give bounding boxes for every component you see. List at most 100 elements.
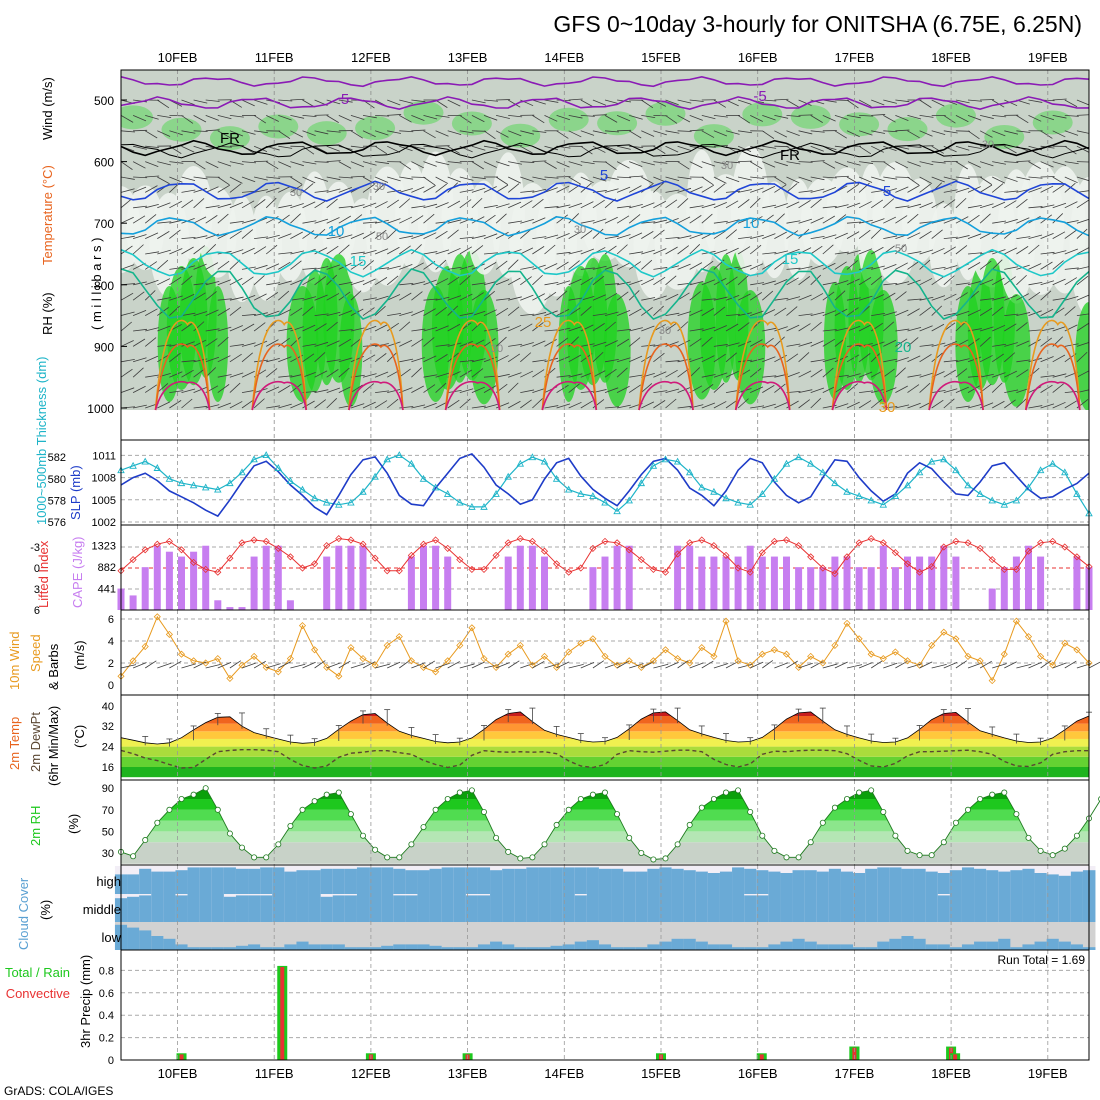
upper-wind-barb — [399, 235, 414, 239]
thickness-point — [746, 500, 754, 508]
thickness-point — [613, 507, 621, 515]
upper-wind-barb — [895, 281, 910, 286]
rh2m-point — [965, 806, 972, 813]
cloud-middle-cell — [683, 894, 697, 922]
upper-wind-barb — [653, 219, 668, 224]
rh-color-band — [121, 799, 1089, 810]
upper-wind-barb — [229, 401, 243, 409]
upper-wind-barb — [907, 145, 922, 148]
upper-wind-barb — [592, 294, 606, 301]
upper-wind-barb — [375, 343, 389, 347]
rh2m-tick-label: 50 — [102, 826, 114, 838]
upper-wind-barb — [217, 326, 232, 332]
upper-wind-barb — [1076, 247, 1089, 255]
lifted-index-point — [238, 539, 246, 547]
cloud-high-cell — [550, 867, 564, 894]
upper-wind-barb — [374, 229, 387, 239]
upper-wind-barb — [374, 353, 387, 363]
cloud-low-cell — [538, 947, 551, 950]
upper-wind-barb — [411, 115, 425, 122]
wind10-barb — [1052, 662, 1067, 669]
upper-wind-barb — [507, 306, 520, 316]
upper-wind-barb — [532, 340, 546, 347]
wind10-barb — [870, 660, 883, 669]
cloud-clear-cell — [369, 922, 382, 950]
upper-wind-barb — [1052, 98, 1067, 101]
upper-wind-barb — [205, 99, 220, 102]
upper-wind-barb — [423, 203, 438, 209]
upper-wind-barb — [604, 387, 619, 393]
upper-wind-barb — [314, 313, 329, 316]
temp2m-tick-label: 16 — [102, 762, 114, 774]
upper-wind-barb — [931, 99, 945, 107]
upper-wind-barb — [447, 130, 462, 136]
upper-wind-barb — [483, 214, 496, 224]
cloud-low-cell — [913, 938, 927, 950]
upper-wind-barb — [1028, 405, 1043, 409]
wind10-speed-point — [674, 655, 682, 663]
rh2m-point — [541, 841, 548, 848]
rh2m-point — [287, 823, 294, 830]
cloud-high-cell — [369, 867, 382, 894]
lifted-index-point — [226, 554, 234, 562]
upper-wind-barb — [520, 389, 535, 393]
upper-wind-barb — [580, 230, 593, 239]
upper-wind-barb — [447, 200, 461, 209]
upper-wind-barb — [798, 276, 811, 286]
wind10-speed-point — [746, 661, 754, 669]
cloud-high-cell — [937, 873, 951, 894]
upper-wind-barb — [701, 279, 716, 286]
upper-moist-region — [207, 286, 229, 402]
upper-wind-barb — [217, 374, 232, 378]
upper-wind-barb — [858, 277, 872, 286]
upper-warm-contour — [154, 343, 211, 411]
thickness-point — [359, 487, 367, 495]
cape-bar — [916, 556, 924, 610]
rh2m-point — [190, 791, 197, 798]
rh2m-point — [263, 854, 270, 861]
wind10-speed-point — [153, 613, 161, 621]
upper-warm-contour — [928, 380, 984, 411]
upper-warm-contour — [638, 319, 694, 411]
upper-wind-barb — [229, 382, 241, 393]
upper-moist-region — [451, 111, 492, 136]
upper-wind-barb — [132, 309, 147, 316]
upper-wind-barb — [1028, 339, 1041, 347]
upper-wind-barb — [616, 262, 630, 270]
upper-wind-barb — [701, 145, 716, 148]
upper-wind-barb — [846, 115, 861, 119]
upper-wind-barb — [665, 312, 680, 316]
upper-wind-barb — [665, 275, 677, 286]
upper-wind-barb — [677, 176, 692, 180]
upper-wind-barb — [943, 369, 957, 378]
thickness-point — [879, 500, 888, 508]
upper-wind-barb — [508, 249, 522, 255]
slp-tick-label: 1005 — [92, 495, 116, 507]
lifted-index-tick-label: 6 — [34, 605, 40, 617]
upper-wind-barb — [1028, 161, 1041, 169]
cloud-high-cell — [127, 874, 140, 894]
upper-wind-barb — [713, 353, 726, 363]
rh2m-point — [674, 841, 681, 848]
upper-wind-barb — [314, 276, 327, 286]
cloud-middle-cell — [477, 895, 491, 922]
upper-wind-barb — [157, 325, 171, 332]
cloud-high-cell — [1070, 871, 1084, 894]
upper-wind-barb — [217, 402, 232, 409]
upper-wind-barb — [895, 309, 909, 316]
upper-wind-barb — [834, 251, 849, 255]
upper-wind-barb — [181, 275, 193, 286]
upper-wind-barb — [919, 278, 933, 286]
upper-wind-barb — [798, 200, 811, 209]
cloud-low-cell — [574, 941, 588, 950]
cloud-middle-cell — [925, 894, 939, 922]
upper-wind-barb — [689, 129, 704, 132]
upper-wind-barb — [326, 245, 339, 255]
upper-wind-barb — [871, 176, 885, 182]
wind10-barb — [471, 661, 485, 669]
upper-wind-barb — [265, 292, 279, 301]
upper-contour-label: 5 — [600, 167, 608, 184]
upper-wind-barb — [254, 189, 268, 193]
upper-wind-barb — [157, 383, 169, 393]
lifted-index-point — [661, 568, 670, 576]
